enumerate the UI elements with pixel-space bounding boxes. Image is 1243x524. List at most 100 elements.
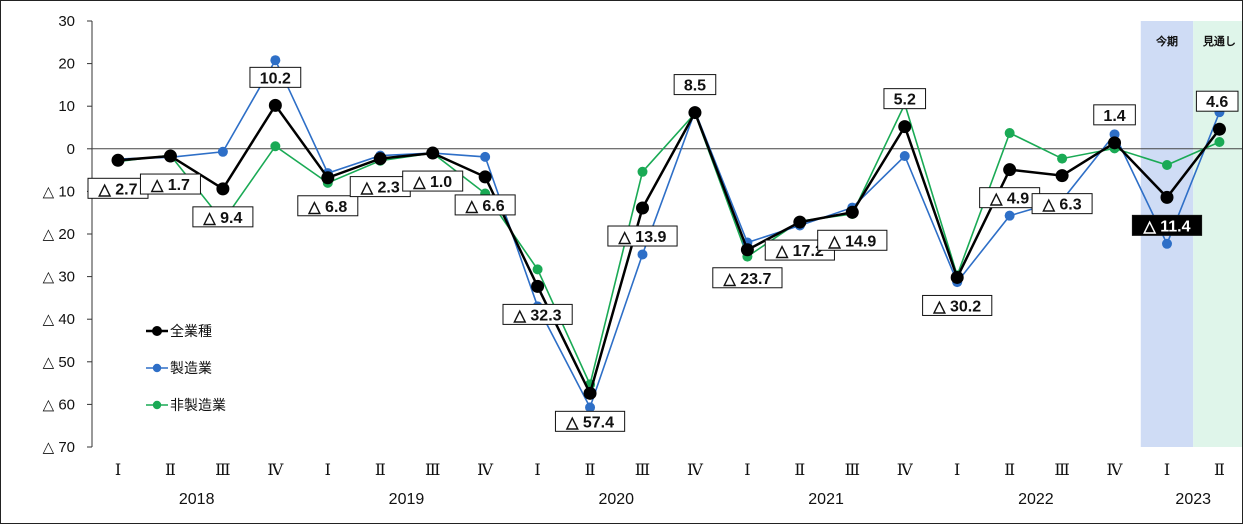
legend-label: 全業種 [170,323,212,340]
data-point [585,402,596,413]
data-label-box [673,74,717,96]
x-tick-label: Ⅱ [794,460,805,479]
y-tick-label: △ 40 [43,311,75,328]
x-tick-label: Ⅳ [477,460,494,479]
data-point [898,120,912,134]
year-label: 2021 [808,491,844,508]
y-tick-label: △ 30 [43,269,75,286]
data-label-box [454,194,516,216]
data-point [480,151,491,162]
data-point [1004,210,1015,221]
y-tick-label: 30 [58,13,75,30]
x-tick-label: Ⅱ [165,460,176,479]
x-tick-label: Ⅳ [267,460,284,479]
data-label: △ 2.7 [98,181,138,198]
y-tick-label: 20 [58,56,75,73]
data-point [1109,129,1120,140]
x-tick-label: Ⅲ [425,460,440,479]
data-point [637,249,648,260]
data-label-box [249,66,302,88]
data-label-box [712,267,783,289]
data-label: △ 6.6 [465,198,505,215]
data-label-box [1031,193,1093,215]
x-tick-label: Ⅰ [744,460,750,479]
data-point [950,270,964,284]
data-label: △ 9.4 [202,210,242,227]
data-point [268,98,282,112]
data-point [1055,169,1069,183]
data-point [845,205,859,219]
data-point [688,106,702,120]
data-point [270,55,281,66]
x-tick-label: Ⅲ [215,460,230,479]
data-point [1212,122,1226,136]
axes: 30 20 10 0 △ 10 △ 20 △ 30 △ 40 △ 50 △ 60 △ 70 Ⅰ Ⅱ Ⅲ Ⅳ Ⅰ… [43,13,1242,508]
data-point [111,153,125,167]
data-point [321,171,335,185]
data-labels: △ 2.7 △ 1.7 △ 9.4 10.2 △ 6.8 △ 2.3 △ 1.0 △ 6.6 △… [87,66,1239,432]
data-label-box [922,294,993,316]
data-label: △ 13.9 [618,229,667,246]
data-label-box [297,195,359,217]
data-label: 8.5 [684,78,706,95]
legend-label: 製造業 [170,361,212,377]
data-label-box [817,229,888,251]
data-label-box [883,88,927,110]
data-label: △ 1.7 [150,177,190,194]
x-tick-label: Ⅰ [325,460,331,479]
data-point [636,201,649,215]
data-point [1004,128,1015,139]
data-point [373,152,387,166]
data-label-box [1195,90,1239,112]
data-point [163,149,177,163]
data-label-box [554,410,626,432]
data-point [899,151,910,162]
data-label: △ 6.8 [307,199,347,216]
x-tick-label: Ⅱ [585,460,596,479]
series-lines [111,55,1226,413]
year-label: 2018 [179,491,215,508]
x-tick-label: Ⅱ [1214,460,1225,479]
data-point [531,279,545,293]
series-line [117,101,1220,387]
data-label: 4.6 [1206,94,1228,111]
x-tick-label: Ⅲ [845,460,860,479]
data-label: △ 30.2 [932,298,981,315]
data-label: △ 1.0 [412,174,452,191]
data-point [426,146,440,160]
legend-marker [152,363,162,373]
series-line [117,103,1221,397]
x-tick-label: Ⅲ [635,460,650,479]
y-tick-label: 0 [67,141,75,158]
data-label-box [192,206,254,228]
data-label-box [1093,104,1136,126]
y-tick-label: △ 50 [43,354,75,371]
x-tick-label: Ⅲ [1054,460,1069,479]
data-point [1057,153,1068,164]
data-label: 5.2 [894,92,916,109]
data-label: 1.4 [1103,108,1125,125]
data-label: △ 14.9 [827,233,876,250]
data-point [217,146,228,157]
data-point [1162,238,1172,249]
shaded-period-label: 見通し [1202,35,1236,48]
x-tick-label: Ⅰ [1164,460,1170,479]
x-tick-label: Ⅱ [375,460,386,479]
data-label-box [402,170,464,192]
data-point [793,215,807,229]
data-point [637,166,648,177]
legend-label: 非製造業 [170,398,226,414]
x-tick-label: Ⅱ [1004,460,1015,479]
x-tick-label: Ⅳ [687,460,704,479]
x-tick-label: Ⅳ [897,460,914,479]
data-label: △ 57.4 [565,414,614,431]
data-label: △ 2.3 [360,180,400,197]
data-point [532,264,543,275]
data-label: △ 4.9 [989,191,1029,208]
year-label: 2023 [1175,491,1211,508]
x-tick-label: Ⅳ [1107,460,1124,479]
y-tick-label: 10 [58,98,75,115]
data-point [1108,136,1122,150]
y-tick-label: △ 10 [43,183,75,200]
